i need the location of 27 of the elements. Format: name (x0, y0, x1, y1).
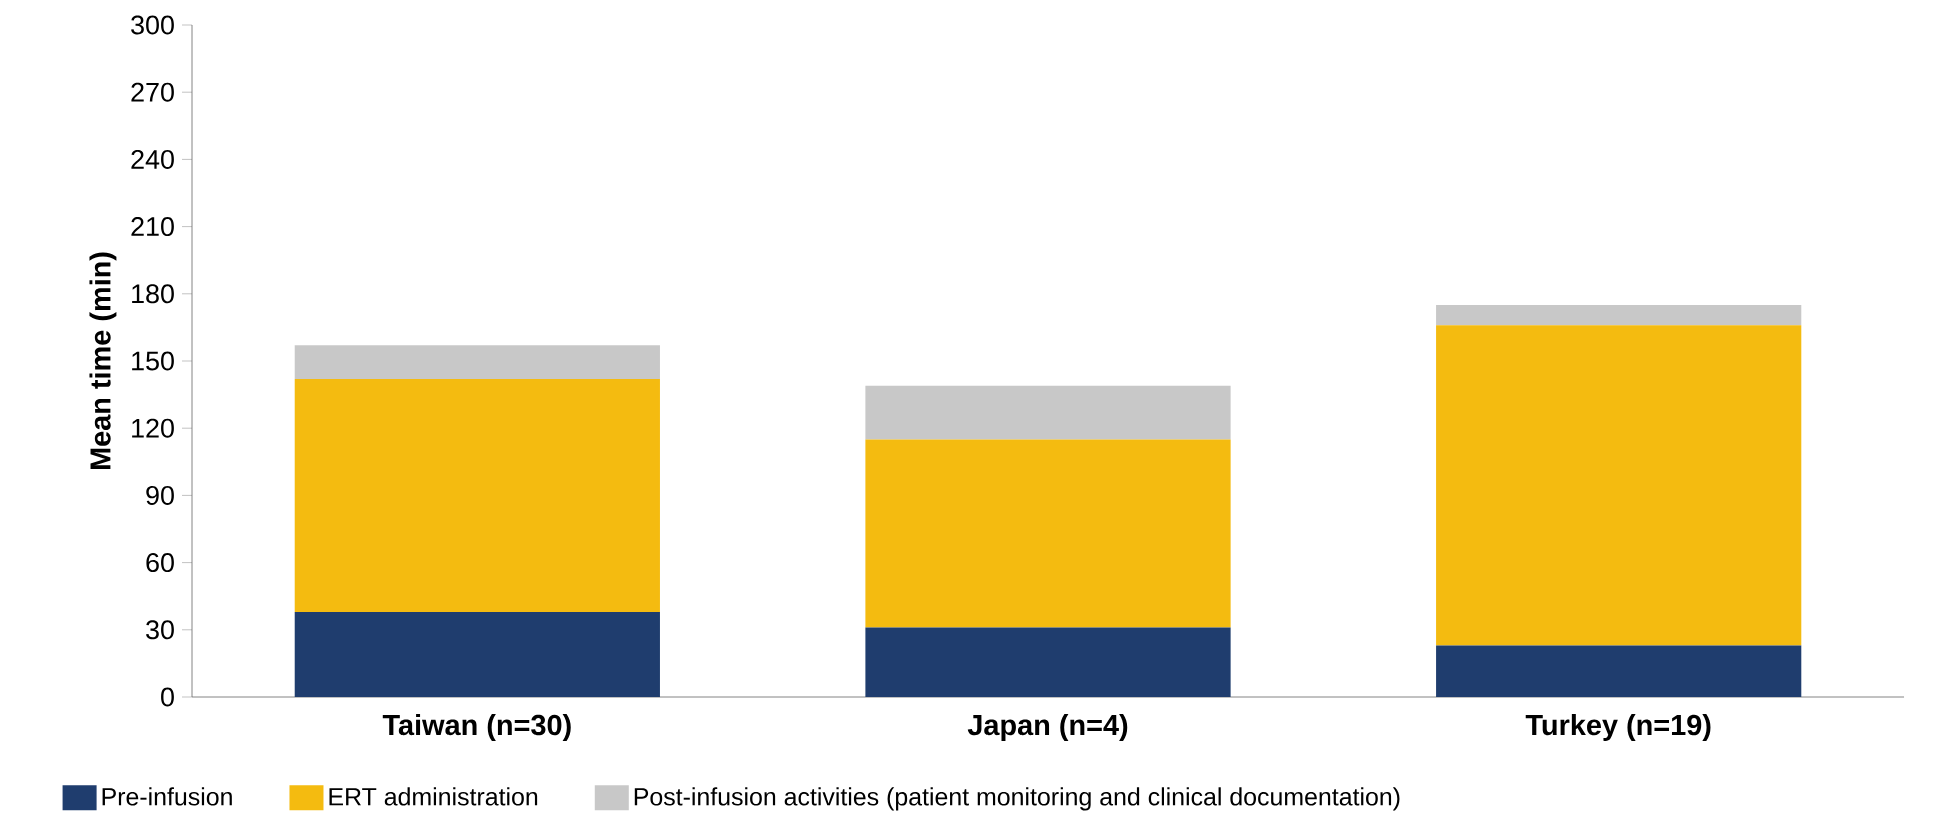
legend-label: Pre-infusion (102, 787, 232, 806)
bar (294, 378, 660, 612)
y-tick-label: 0 (161, 687, 174, 707)
y-tick-label: 270 (131, 82, 174, 102)
y-tick-label: 60 (146, 553, 174, 573)
legend-label: Post-infusion activities (patient monitoring and clinical documentation) (634, 787, 1400, 811)
x-tick-label: Taiwan (n=30) (382, 714, 571, 741)
y-tick-label: 90 (146, 485, 174, 505)
bar (1436, 325, 1802, 646)
bar (865, 385, 1231, 440)
y-tick-label: 300 (131, 15, 174, 35)
bar (865, 439, 1231, 628)
x-tick-label: Japan (n=4) (967, 714, 1128, 741)
legend-label: ERT administration (329, 787, 538, 806)
y-tick-label: 180 (132, 284, 174, 304)
x-tick-label: Turkey (n=19) (1525, 714, 1711, 741)
bar (294, 345, 660, 379)
y-tick-label: 150 (132, 351, 174, 371)
bar (865, 627, 1231, 697)
y-tick-label: 120 (132, 418, 174, 438)
y-axis-title: Mean time (min) (89, 252, 117, 470)
bar (294, 611, 660, 697)
y-tick-label: 240 (131, 149, 174, 169)
bar (1436, 645, 1802, 697)
bar (1436, 305, 1802, 326)
y-tick-label: 30 (146, 620, 174, 640)
y-tick-label: 210 (131, 217, 174, 237)
